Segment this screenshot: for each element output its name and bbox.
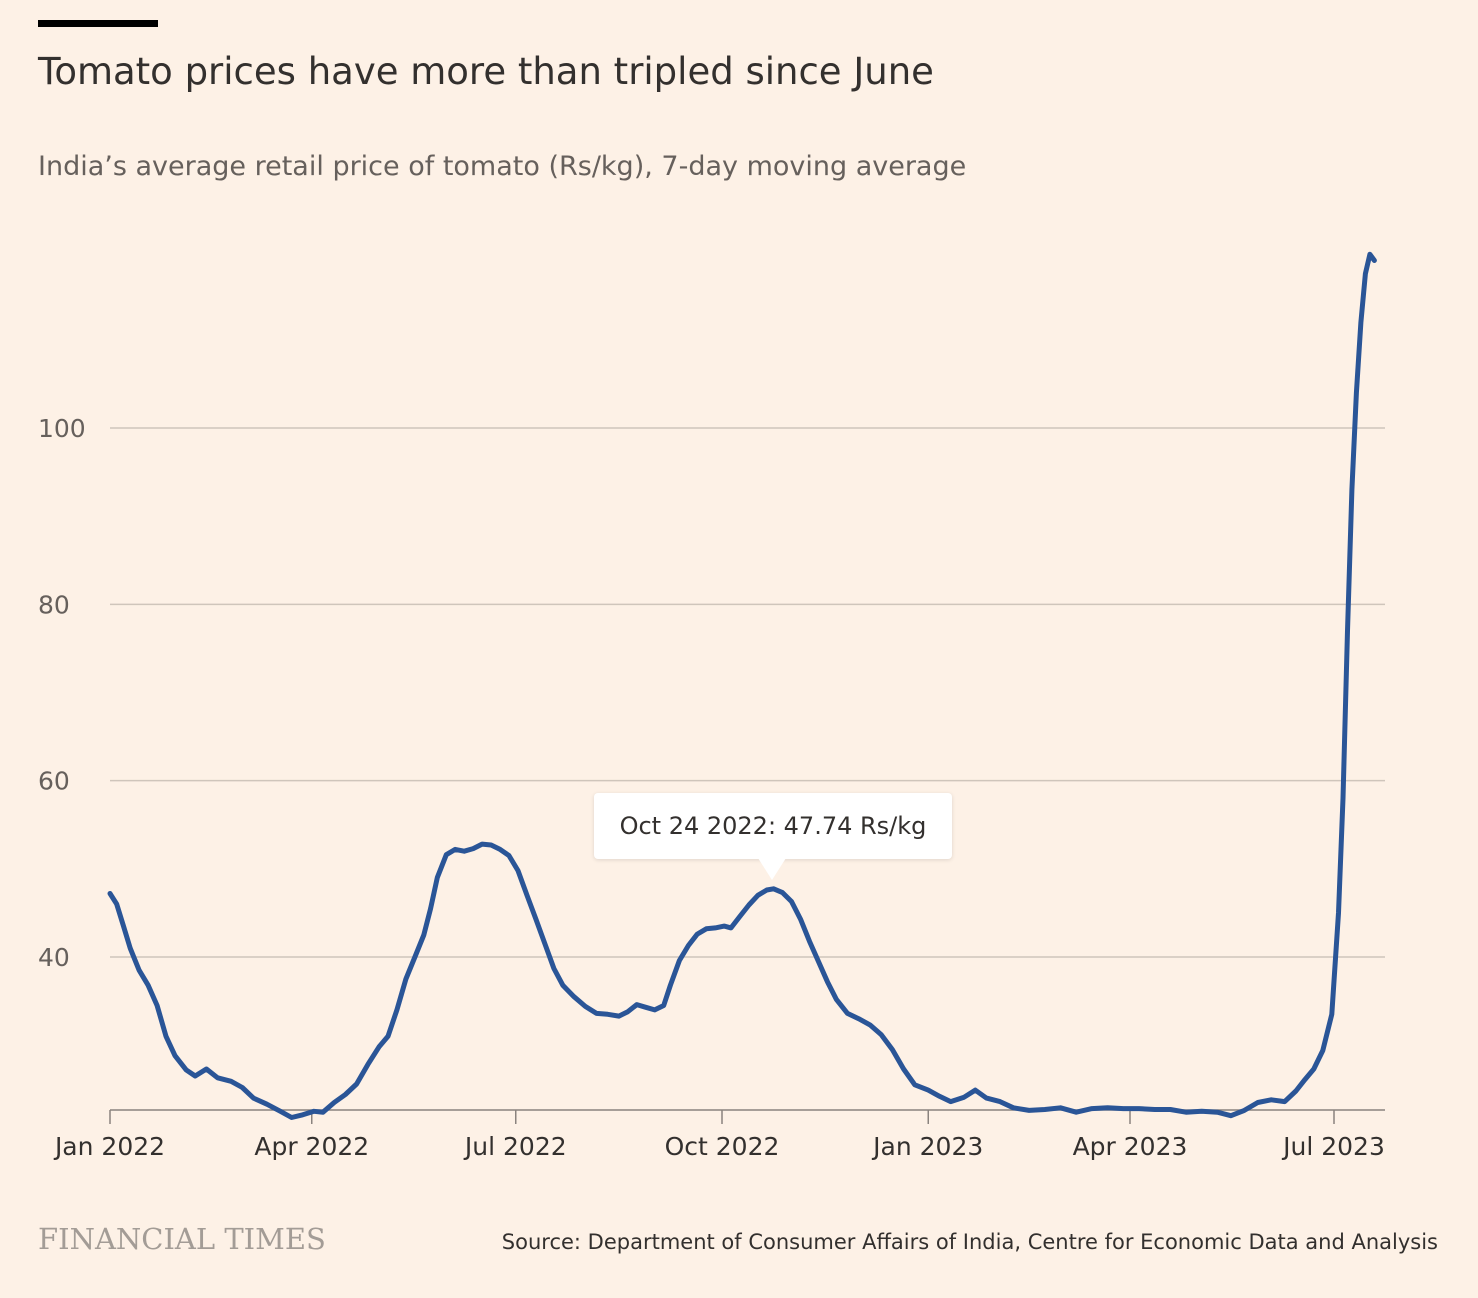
x-tick-label: Jul 2022 <box>463 1132 567 1161</box>
header-rule <box>38 20 158 27</box>
y-axis: 40 60 80 100 <box>38 414 86 972</box>
chart-title: Tomato prices have more than tripled sin… <box>38 50 934 93</box>
ft-logo: FINANCIAL TIMES <box>38 1222 326 1256</box>
x-tick-label: Jul 2023 <box>1281 1132 1385 1161</box>
y-tick-label: 60 <box>38 767 70 796</box>
x-tick-label: Oct 2022 <box>665 1132 780 1161</box>
gridlines <box>110 427 1385 958</box>
source-note: Source: Department of Consumer Affairs o… <box>501 1230 1438 1254</box>
series-group <box>107 251 1377 1120</box>
tooltip-pointer <box>758 858 786 880</box>
series-line-tomato-price[interactable] <box>107 251 1377 1120</box>
chart-subtitle: India’s average retail price of tomato (… <box>38 151 967 182</box>
x-tick-label: Apr 2022 <box>254 1132 369 1161</box>
y-tick-label: 80 <box>38 590 70 619</box>
y-tick-label: 40 <box>38 943 70 972</box>
x-tick-label: Apr 2023 <box>1073 1132 1188 1161</box>
y-tick-label: 100 <box>38 414 86 443</box>
x-tick-label: Jan 2022 <box>53 1132 165 1161</box>
x-tick-label: Jan 2023 <box>871 1132 983 1161</box>
x-axis: Jan 2022 Apr 2022 Jul 2022 Oct 2022 Jan 2023… <box>53 1109 1385 1161</box>
tooltip: Oct 24 2022: 47.74 Rs/kg <box>594 793 952 859</box>
